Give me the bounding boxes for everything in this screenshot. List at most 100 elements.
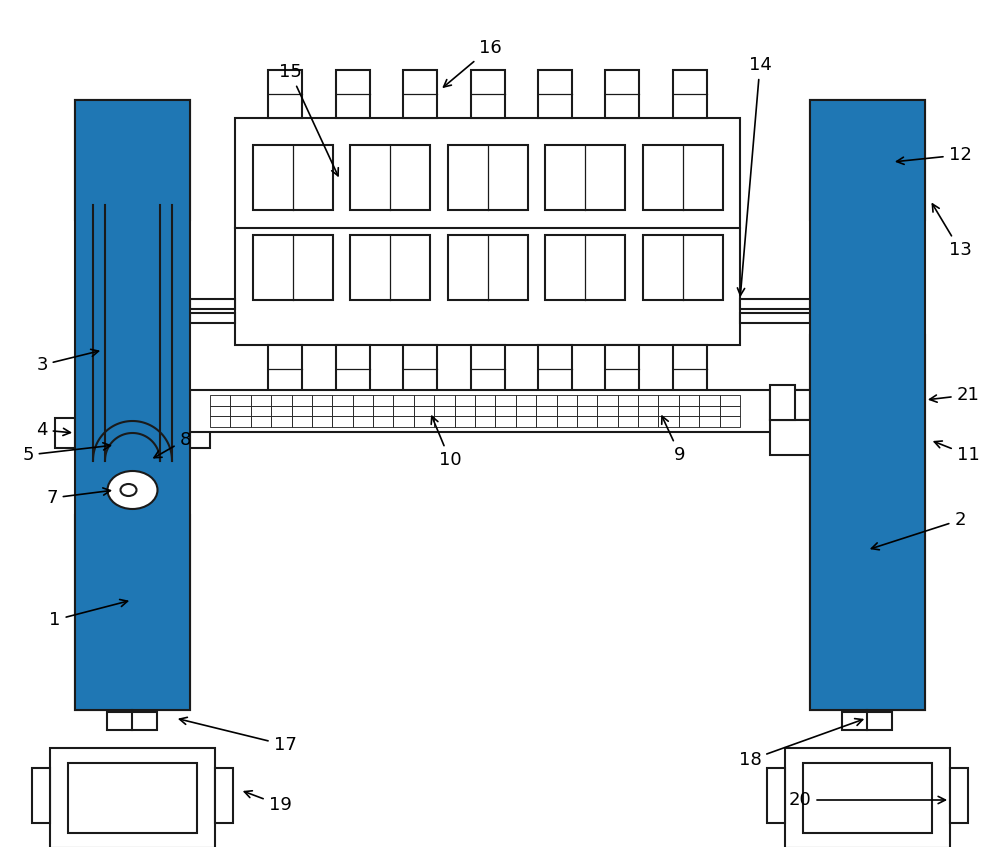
Text: 11: 11 (934, 441, 979, 464)
Bar (434, 406, 455, 417)
Text: 13: 13 (932, 204, 971, 259)
Bar (336, 70, 370, 118)
Bar (68, 763, 197, 833)
Bar (577, 417, 597, 427)
Bar (618, 395, 638, 406)
Bar (658, 406, 679, 417)
Bar (810, 100, 925, 220)
Bar (577, 395, 597, 406)
Bar (638, 417, 658, 427)
Bar (448, 145, 528, 210)
Bar (271, 395, 292, 406)
Bar (393, 406, 414, 417)
Bar (642, 235, 722, 300)
Text: 18: 18 (739, 718, 863, 769)
Text: 2: 2 (871, 511, 966, 550)
Bar (770, 390, 810, 420)
Bar (842, 712, 892, 730)
Bar (536, 406, 557, 417)
Bar (190, 390, 810, 432)
Bar (475, 395, 495, 406)
Bar (720, 406, 740, 417)
Bar (471, 345, 505, 393)
Bar (516, 406, 536, 417)
Text: 1: 1 (49, 600, 128, 629)
Bar (403, 345, 437, 393)
Bar (271, 406, 292, 417)
Bar (32, 768, 50, 823)
Bar (75, 100, 190, 710)
Bar (268, 345, 302, 393)
Bar (332, 417, 353, 427)
Text: 15: 15 (279, 63, 338, 176)
Bar (597, 417, 618, 427)
Bar (414, 417, 434, 427)
Bar (251, 406, 271, 417)
Bar (230, 417, 251, 427)
Bar (312, 406, 332, 417)
Bar (251, 395, 271, 406)
Bar (312, 395, 332, 406)
Bar (393, 395, 414, 406)
Bar (950, 768, 968, 823)
Text: 7: 7 (46, 488, 110, 507)
Bar (638, 406, 658, 417)
Text: 21: 21 (930, 386, 979, 404)
Bar (642, 145, 722, 210)
Bar (597, 395, 618, 406)
Bar (638, 395, 658, 406)
Bar (699, 406, 720, 417)
Bar (210, 417, 230, 427)
Bar (190, 299, 235, 309)
Bar (350, 145, 430, 210)
Bar (292, 406, 312, 417)
Bar (785, 748, 950, 847)
Bar (536, 417, 557, 427)
Bar (434, 417, 455, 427)
Bar (605, 345, 639, 393)
Bar (475, 406, 495, 417)
Bar (75, 100, 190, 220)
Bar (50, 748, 215, 847)
Bar (475, 417, 495, 427)
Bar (538, 70, 572, 118)
Bar (810, 100, 925, 710)
Bar (332, 395, 353, 406)
Text: 12: 12 (897, 146, 971, 164)
Bar (557, 417, 577, 427)
Ellipse shape (108, 471, 158, 509)
Bar (770, 420, 825, 455)
Bar (190, 418, 210, 448)
Bar (107, 712, 157, 730)
Bar (190, 313, 235, 323)
Bar (545, 235, 625, 300)
Bar (75, 515, 190, 710)
Text: 17: 17 (180, 717, 296, 754)
Bar (336, 345, 370, 393)
Bar (210, 406, 230, 417)
Text: 3: 3 (36, 349, 98, 374)
Text: 20: 20 (789, 791, 945, 809)
Bar (403, 70, 437, 118)
Bar (252, 145, 332, 210)
Text: 14: 14 (737, 56, 771, 296)
Bar (673, 70, 707, 118)
Bar (230, 395, 251, 406)
Bar (55, 418, 75, 448)
Bar (271, 417, 292, 427)
Bar (673, 345, 707, 393)
Bar (414, 406, 434, 417)
Text: 8: 8 (154, 431, 191, 457)
Bar (557, 406, 577, 417)
Bar (455, 406, 475, 417)
Bar (770, 385, 795, 420)
Bar (740, 313, 810, 323)
Bar (516, 395, 536, 406)
Text: 19: 19 (244, 791, 291, 814)
Bar (818, 115, 917, 215)
Bar (679, 395, 699, 406)
Bar (720, 417, 740, 427)
Bar (268, 70, 302, 118)
Bar (312, 417, 332, 427)
Bar (720, 395, 740, 406)
